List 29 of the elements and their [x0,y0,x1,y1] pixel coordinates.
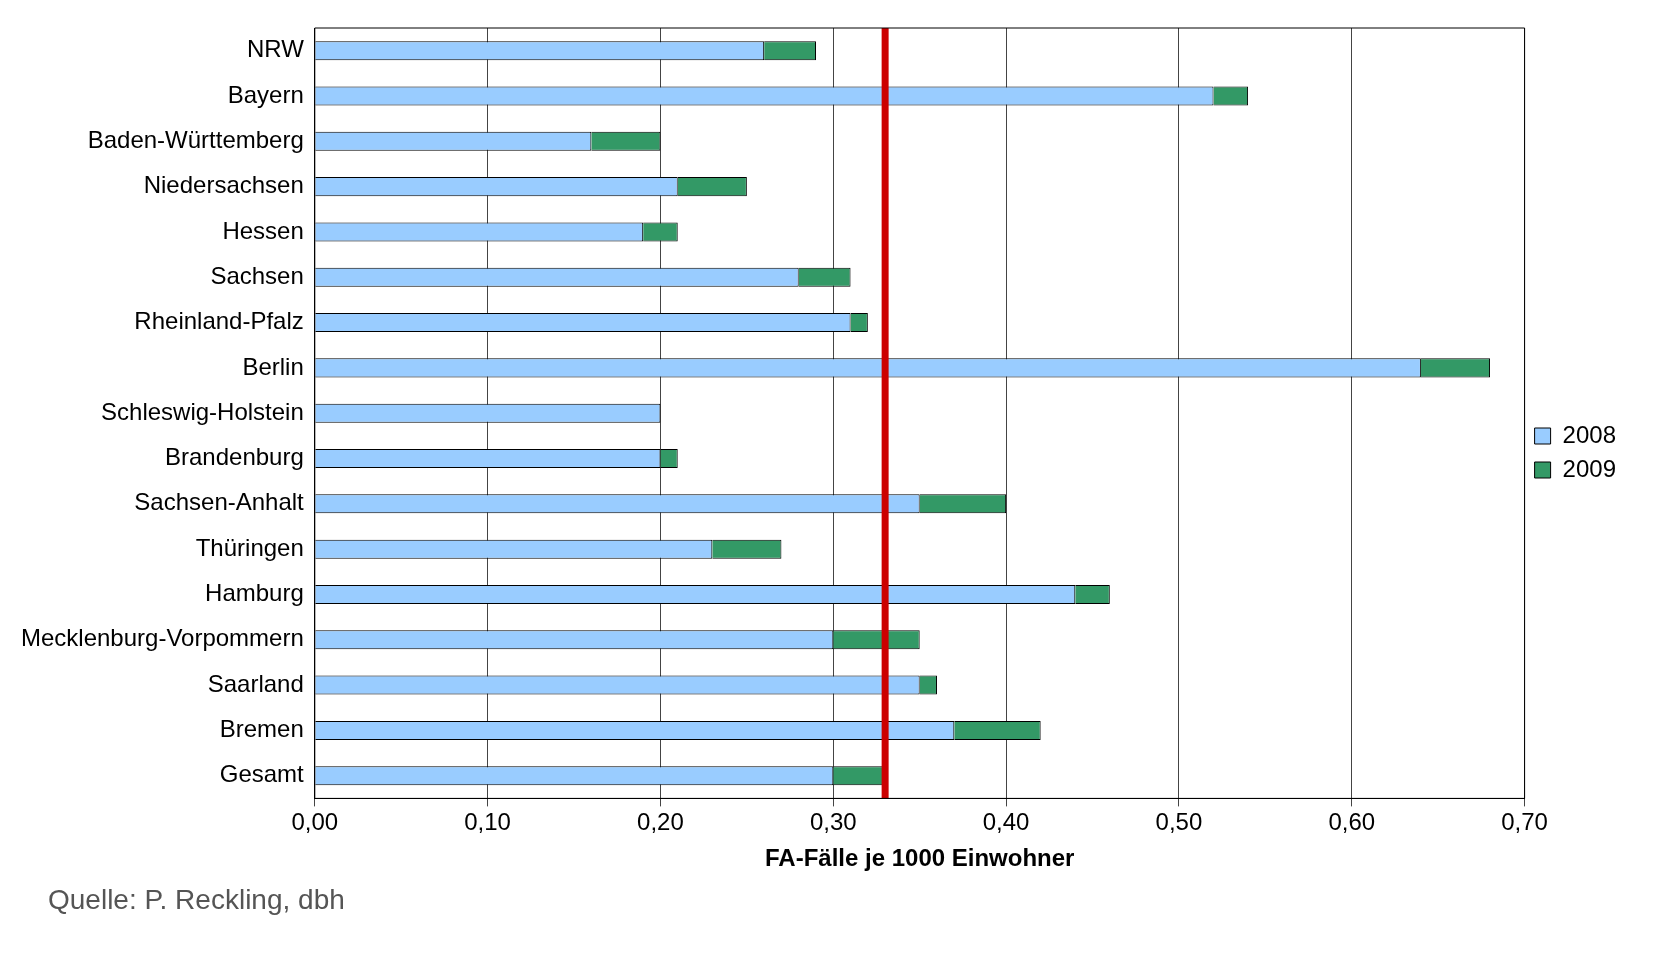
y-tick-label: Bremen [219,715,304,743]
x-tick-label: 0,70 [1501,808,1548,836]
y-tick-label: Niedersachsen [143,171,304,199]
x-tick-label: 0,00 [291,808,339,836]
x-axis-title: FA-Fälle je 1000 Einwohner [764,844,1075,872]
x-tick-label: 0,10 [464,808,511,836]
y-tick-label: Hessen [222,216,304,244]
legend-label: 2009 [1562,454,1616,482]
y-tick-label: Rheinland-Pfalz [134,307,304,335]
y-tick-label: Saarland [207,669,304,697]
x-tick-label: 0,40 [982,808,1030,836]
x-tick-label: 0,50 [1155,808,1203,836]
y-tick-label: Gesamt [219,760,305,788]
y-tick-label: Schleswig-Holstein [101,397,304,425]
legend-label: 2008 [1562,420,1616,448]
source-note: Quelle: P. Reckling, dbh [48,884,345,916]
y-tick-label: Hamburg [205,579,304,607]
y-tick-label: NRW [246,35,305,63]
y-tick-label: Berlin [242,352,304,380]
x-tick-label: 0,20 [637,808,684,836]
y-tick-label: Baden-Württemberg [87,125,304,153]
x-tick-label: 0,60 [1328,808,1376,836]
y-tick-label: Sachsen [210,261,304,289]
y-tick-label: Sachsen-Anhalt [134,488,305,516]
y-tick-label: Bayern [227,80,304,108]
y-tick-label: Thüringen [195,533,304,561]
x-tick-label: 0,30 [809,808,857,836]
y-tick-label: Mecklenburg-Vorpommern [20,624,304,652]
y-tick-label: Brandenburg [165,443,304,471]
